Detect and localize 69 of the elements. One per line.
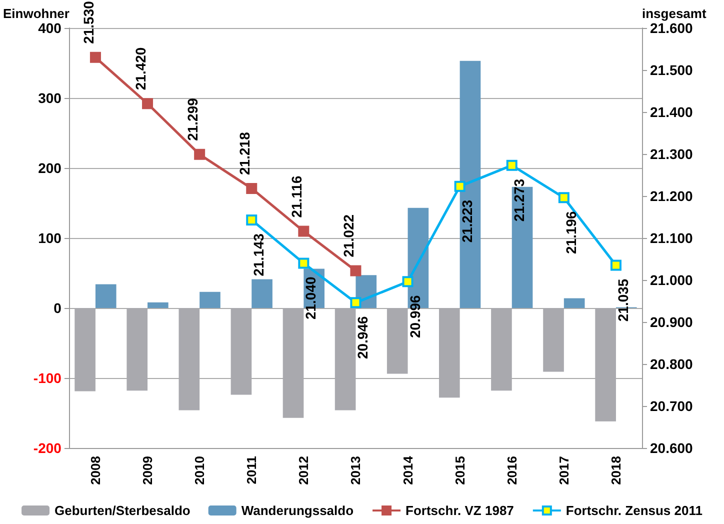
point [454, 180, 466, 192]
y-tick-label: -200 [33, 440, 62, 456]
x-tick-label: 2017 [556, 456, 572, 485]
y2-tick-label: 20.600 [650, 440, 694, 456]
data-label: 21.299 [184, 98, 201, 141]
y2-axis-title: insgesamt [642, 6, 707, 21]
data-label: 21.143 [250, 233, 267, 276]
legend-label: Fortschr. Zensus 2011 [566, 503, 702, 518]
legend-label: Fortschr. VZ 1987 [406, 503, 514, 518]
legend-label: Wanderungssaldo [241, 503, 354, 518]
point [246, 214, 258, 226]
y-tick-label: -100 [33, 370, 62, 386]
y2-tick-label: 21.300 [650, 146, 694, 162]
data-label: 21.035 [614, 278, 631, 322]
point [558, 192, 570, 204]
bar [252, 279, 272, 308]
bar [148, 302, 168, 308]
x-tick-label: 2014 [400, 455, 416, 485]
point [350, 265, 362, 276]
x-tick-label: 2012 [296, 456, 312, 485]
x-tick-label: 2016 [504, 456, 520, 485]
bar [200, 292, 220, 308]
y-tick-label: 300 [38, 90, 62, 106]
data-label: 21.196 [562, 210, 579, 254]
point [506, 160, 518, 171]
y2-tick-label: 21.000 [650, 272, 694, 288]
bar [95, 284, 116, 308]
bar [564, 298, 585, 308]
point [350, 297, 362, 308]
y2-tick-label: 21.400 [650, 104, 694, 120]
y2-tick-label: 21.100 [650, 230, 694, 246]
data-label: 21.116 [288, 176, 305, 218]
y-tick-label: 400 [38, 20, 62, 36]
data-label: 21.223 [458, 200, 475, 243]
data-label: 21.420 [132, 47, 149, 90]
data-label: 20.946 [354, 316, 371, 360]
y-axis-title: Einwohner [2, 6, 70, 21]
y-tick-label: 200 [38, 160, 62, 176]
data-label: 21.040 [302, 276, 319, 320]
y-tick-label: 0 [54, 300, 62, 316]
x-tick-label: 2011 [244, 456, 260, 484]
point [90, 52, 101, 63]
y-tick-label: 100 [38, 230, 62, 246]
x-tick-label: 2008 [88, 456, 103, 485]
y2-tick-label: 21.500 [650, 62, 694, 78]
point [298, 226, 310, 237]
data-label: 21.273 [510, 178, 527, 222]
point [246, 182, 258, 194]
y2-tick-label: 20.700 [650, 398, 694, 414]
point [142, 98, 154, 110]
x-tick-label: 2015 [452, 456, 468, 485]
x-tick-label: 2010 [192, 456, 208, 485]
y2-tick-label: 21.200 [650, 188, 694, 204]
data-label: 21.218 [236, 132, 253, 175]
data-label: 20.996 [406, 294, 423, 338]
point [610, 260, 622, 271]
data-label: 21.022 [340, 214, 357, 258]
y2-tick-label: 20.800 [650, 356, 694, 372]
x-tick-label: 2018 [608, 456, 624, 485]
data-label: 21.530 [80, 0, 96, 44]
legend-label: Geburten/Sterbesaldo [54, 503, 190, 518]
bar [460, 60, 481, 308]
point [194, 148, 206, 160]
x-tick-label: 2013 [348, 456, 364, 485]
y2-tick-label: 20.900 [650, 314, 694, 330]
x-tick-label: 2009 [140, 456, 156, 485]
point [402, 276, 414, 288]
point [298, 258, 310, 269]
y2-tick-label: 21.600 [650, 20, 694, 36]
